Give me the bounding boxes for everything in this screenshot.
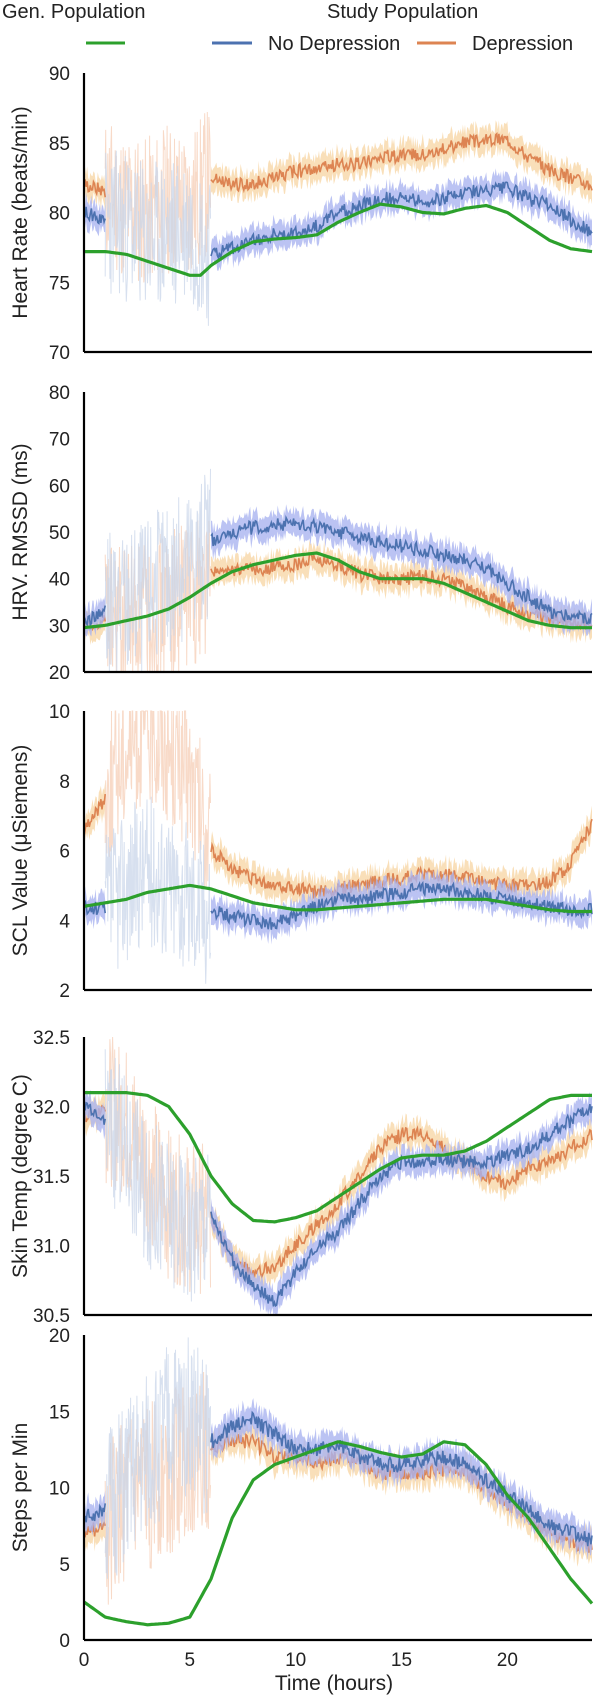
y-tick-label: 8 (59, 772, 70, 793)
night-trace-no-depression (104, 468, 211, 673)
band-no-depression (84, 1089, 106, 1140)
y-tick-label: 75 (49, 273, 70, 294)
y-axis-title: Heart Rate (beats/min) (9, 106, 32, 318)
series-line-depression (210, 1125, 593, 1280)
y-tick-label: 32.0 (33, 1098, 70, 1119)
night-trace-no-depression (104, 796, 211, 984)
night-trace-no-depression (104, 150, 211, 326)
night-trace-depression (104, 520, 211, 673)
y-tick-label: 6 (59, 842, 70, 863)
night-trace-depression (104, 1036, 211, 1294)
x-tick-label: 20 (497, 1650, 518, 1671)
series-line-gen-population (83, 1440, 594, 1627)
band-depression (211, 540, 592, 644)
panel-1: 70 75 80 85 90 Heart Rate (beats/min) (9, 64, 593, 364)
y-tick-label: 70 (49, 430, 70, 451)
y-tick-label: 20 (49, 663, 70, 684)
series-line-no-depression (210, 515, 593, 625)
legend-gen-title: Gen. Population (2, 1, 145, 23)
legend-depression-label: Depression (472, 33, 573, 55)
y-tick-label: 31.0 (33, 1237, 70, 1258)
y-tick-label: 15 (49, 1402, 70, 1423)
y-tick-label: 30.5 (33, 1306, 70, 1327)
series-line-depression (83, 179, 106, 198)
y-tick-label: 10 (49, 702, 70, 723)
y-axis-title: Steps per Min (9, 1423, 32, 1553)
band-no-depression (84, 1490, 106, 1536)
legend-study-title: Study Population (327, 1, 478, 23)
band-no-depression (211, 168, 592, 271)
y-tick-label: 80 (49, 204, 70, 225)
y-tick-label: 31.5 (33, 1167, 70, 1188)
y-tick-label: 0 (59, 1631, 70, 1652)
night-trace-no-depression (104, 1049, 211, 1302)
x-tick-label: 5 (185, 1650, 196, 1671)
panel-3: 2 4 6 8 10 SCL Value (μSiemens) (9, 702, 593, 1002)
y-tick-label: 2 (59, 981, 70, 1002)
y-tick-label: 30 (49, 616, 70, 637)
series-line-gen-population (84, 1091, 592, 1224)
y-tick-label: 80 (49, 383, 70, 404)
y-tick-label: 50 (49, 523, 70, 544)
x-axis-title: Time (hours) (275, 1672, 393, 1695)
y-tick-label: 85 (49, 134, 70, 155)
y-tick-label: 4 (59, 911, 70, 932)
series-line-no-depression (210, 880, 593, 930)
legend: Gen. Population Study Population No Depr… (2, 1, 573, 55)
band-depression (211, 120, 592, 205)
series-line-gen-population (83, 883, 592, 914)
series-line-no-depression (83, 605, 106, 627)
y-tick-label: 5 (59, 1555, 70, 1576)
band-no-depression (211, 1091, 592, 1315)
y-tick-label: 10 (49, 1479, 70, 1500)
band-depression (211, 1113, 592, 1292)
series-line-no-depression (210, 181, 593, 261)
band-no-depression (211, 504, 592, 637)
y-tick-label: 40 (49, 570, 70, 591)
series-line-depression (83, 794, 106, 837)
y-tick-label: 20 (49, 1326, 70, 1347)
y-tick-label: 70 (49, 343, 70, 364)
panel-2: 20 30 40 50 60 70 80 HRV. RMSSD (ms) (9, 383, 593, 684)
series-line-gen-population (83, 551, 592, 630)
y-axis-title: SCL Value (μSiemens) (9, 745, 32, 957)
x-tick-label: 15 (391, 1650, 412, 1671)
band-no-depression (211, 1398, 592, 1561)
x-tick-label: 10 (285, 1650, 306, 1671)
legend-no-depression-label: No Depression (268, 33, 400, 55)
y-axis-title: Skin Temp (degree C) (9, 1074, 32, 1278)
night-trace-depression (104, 710, 211, 887)
panel-5: 0 5 10 15 20 Steps per Min 0 5 10 15 20 Time (hours… (9, 1326, 594, 1695)
series-line-no-depression (83, 1101, 106, 1125)
series-line-gen-population (84, 202, 593, 277)
y-axis-title: HRV. RMSSD (ms) (9, 443, 32, 620)
series-line-no-depression (210, 1410, 593, 1547)
series-line-depression (83, 1520, 106, 1538)
band-no-depression (211, 868, 592, 945)
series-line-no-depression (83, 206, 106, 225)
y-tick-label: 90 (49, 64, 70, 85)
panel-4: 30.5 31.0 31.5 32.0 32.5 Skin Temp (degree C) (9, 1028, 593, 1327)
x-tick-label: 0 (79, 1650, 90, 1671)
y-tick-label: 60 (49, 476, 70, 497)
y-tick-label: 32.5 (33, 1028, 70, 1049)
series-line-depression (210, 131, 593, 194)
series-line-no-depression (83, 1503, 106, 1523)
night-trace-no-depression (104, 1337, 211, 1579)
